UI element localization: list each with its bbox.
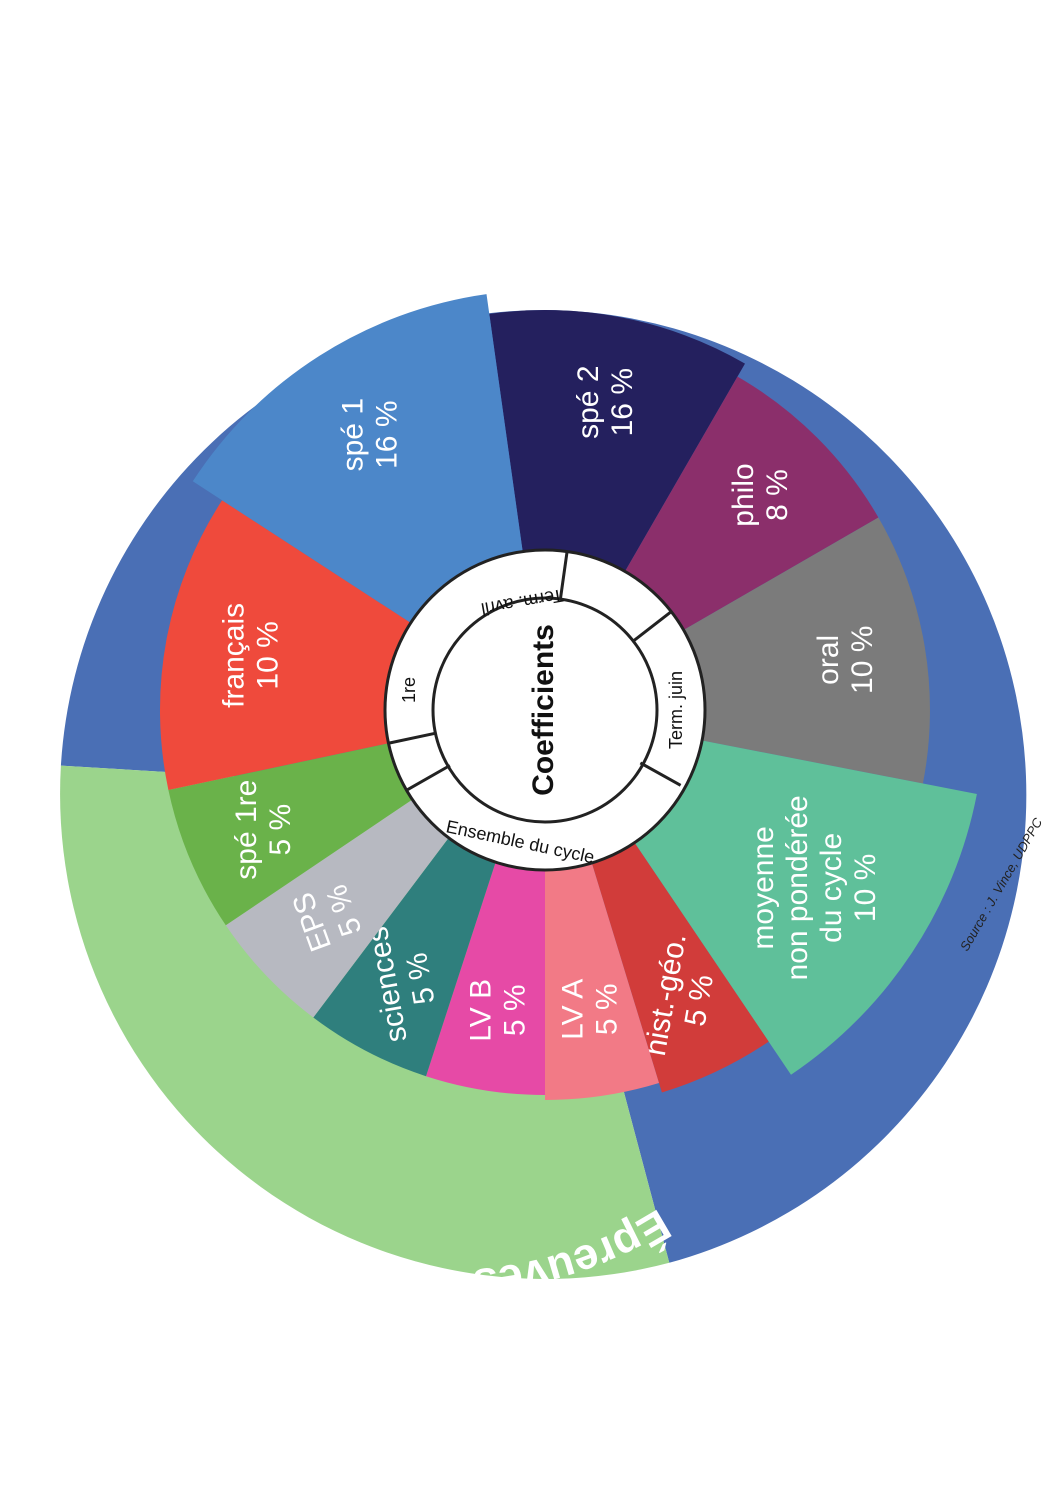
slice-label-line: 10 % xyxy=(846,626,879,694)
slice-label-line: 8 % xyxy=(761,469,794,521)
slice-spe1re xyxy=(168,743,413,926)
slice-label-line: spé 1re xyxy=(230,780,263,880)
slice-oral xyxy=(683,517,930,784)
slice-label-line: 16 % xyxy=(606,368,639,436)
slice-histgeo xyxy=(591,842,769,1093)
slice-label-line: oral xyxy=(812,635,845,685)
slice-label-line: spé 2 xyxy=(572,366,605,439)
slice-label-oral: oral10 % xyxy=(812,626,879,694)
slice-lva xyxy=(545,863,659,1100)
slice-spe1 xyxy=(192,294,523,623)
slice-eps xyxy=(225,799,449,1018)
slice-spe2 xyxy=(489,310,745,572)
slice-label-line: non pondérée xyxy=(781,795,814,980)
slice-philo xyxy=(625,376,879,630)
inner-label-1re: 1re xyxy=(399,677,419,703)
slice-label-line: 5 % xyxy=(498,984,531,1036)
slice-francais xyxy=(159,500,411,790)
center-hub: Term. avril Term. juin Ensemble du cycle… xyxy=(383,548,707,872)
slice-label-philo: philo8 % xyxy=(727,463,794,526)
center-title-coefficients: Coefficients xyxy=(527,624,560,796)
slice-label-line: du cycle xyxy=(815,833,848,943)
slice-label-spe1re: spé 1re5 % xyxy=(230,780,297,880)
slice-label-line: 10 % xyxy=(252,621,285,689)
slice-label-line: 5 % xyxy=(264,804,297,856)
slice-label-line: moyenne xyxy=(747,826,780,949)
slice-sciences xyxy=(313,837,496,1077)
slice-label-line: philo xyxy=(727,463,760,526)
slice-lvb xyxy=(426,862,545,1095)
slice-label-line: LV B xyxy=(464,979,497,1042)
slice-label-francais: français10 % xyxy=(218,603,285,708)
slice-label-line: 10 % xyxy=(849,854,882,922)
slice-label-line: LV A xyxy=(557,979,590,1040)
slice-label-line: spé 1 xyxy=(337,398,370,471)
slices-layer: spé 216 %philo8 %oral10 %moyennenon pond… xyxy=(159,294,977,1100)
slice-label-spe1: spé 116 % xyxy=(337,398,404,471)
slice-label-moyenne: moyennenon pondéréedu cycle10 % xyxy=(747,795,882,980)
slice-label-line: 16 % xyxy=(371,401,404,469)
slice-moyenne xyxy=(634,740,977,1075)
slice-label-spe2: spé 216 % xyxy=(572,366,639,439)
slice-label-line: 5 % xyxy=(591,983,624,1035)
slice-label-line: français xyxy=(218,603,251,708)
slice-label-lva: LV A5 % xyxy=(557,979,624,1040)
slice-label-lvb: LV B5 % xyxy=(464,979,531,1042)
inner-label-term-juin: Term. juin xyxy=(666,671,686,749)
